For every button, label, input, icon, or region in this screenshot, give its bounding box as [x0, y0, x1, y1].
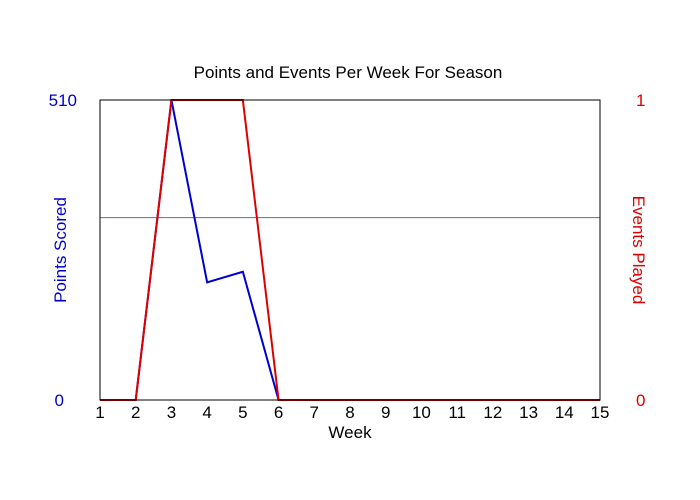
y-tick-right-min: 0	[636, 391, 645, 410]
plot-area	[99, 99, 601, 401]
series-line-points-scored	[100, 99, 600, 401]
x-ticks: 1 2 3 4 5 6 7 8 9 10 11 12 13 14 15	[95, 403, 609, 422]
series-line-events-played	[100, 99, 600, 401]
x-tick-label: 13	[519, 403, 538, 422]
x-tick-label: 4	[202, 403, 211, 422]
x-tick-label: 11	[448, 403, 466, 422]
x-tick-label: 6	[274, 403, 283, 422]
x-tick-label: 2	[131, 403, 140, 422]
x-tick-label: 7	[310, 403, 319, 422]
x-tick-label: 14	[555, 403, 574, 422]
x-tick-label: 9	[381, 403, 390, 422]
plot-frame	[99, 99, 601, 401]
x-tick-label: 8	[345, 403, 354, 422]
y-tick-right-max: 1	[636, 91, 645, 110]
x-tick-label: 10	[412, 403, 431, 422]
chart-title: Points and Events Per Week For Season	[194, 63, 503, 82]
y-axis-label-right: Events Played	[629, 196, 648, 305]
y-tick-left-max: 510	[49, 91, 77, 110]
x-tick-label: 5	[238, 403, 247, 422]
x-tick-label: 1	[95, 403, 104, 422]
x-tick-label: 3	[167, 403, 176, 422]
y-tick-left-min: 0	[55, 391, 64, 410]
x-axis-label: Week	[328, 423, 372, 442]
x-tick-label: 15	[591, 403, 610, 422]
x-tick-label: 12	[483, 403, 502, 422]
y-axis-label-left: Points Scored	[51, 197, 70, 303]
